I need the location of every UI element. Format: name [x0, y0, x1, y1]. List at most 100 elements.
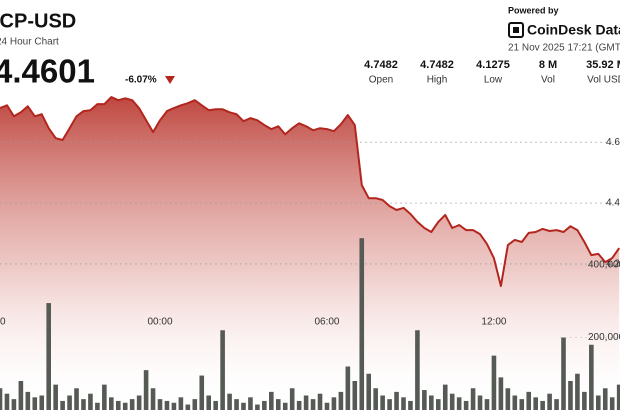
- price-line: [0, 96, 620, 287]
- volume-bar: [269, 391, 274, 410]
- plot-area: 4.20 4.40 4.60 200,000 400,000 18:00 00:00 06:0…: [0, 96, 620, 410]
- stat-value: 8 M: [539, 59, 557, 71]
- volume-bar: [213, 400, 218, 410]
- volume-bar: [415, 330, 420, 410]
- volume-bar: [81, 399, 86, 410]
- volume-bar: [234, 399, 239, 410]
- volume-bar: [185, 404, 191, 410]
- volume-bar: [540, 400, 545, 410]
- volume-bar: [255, 404, 260, 410]
- volume-bar: [512, 395, 518, 410]
- y-tick-label: 4.40: [606, 198, 620, 209]
- volume-bar: [616, 384, 620, 410]
- volume-bar: [122, 402, 128, 410]
- volume-bar: [373, 388, 378, 410]
- volume-bar: [338, 391, 344, 410]
- stat-label: Low: [484, 75, 503, 86]
- stat-label: High: [427, 75, 448, 86]
- volume-bar: [498, 377, 504, 410]
- brand-logo: [508, 22, 524, 38]
- volume-bar: [609, 397, 615, 410]
- volume-bar: [289, 388, 295, 410]
- stat-value: 35.92 M: [586, 59, 620, 71]
- brand: CoinDesk Data: [527, 22, 620, 38]
- y2-tick-label: 200,000: [588, 332, 620, 343]
- volume-bar: [115, 400, 121, 410]
- volume-bar: [95, 402, 100, 410]
- volume-bar: [227, 393, 232, 410]
- volume-bar: [53, 384, 58, 410]
- down-arrow: [165, 76, 175, 84]
- volume-bar: [46, 303, 51, 410]
- volume-bar: [449, 393, 455, 410]
- brand-logo-inner: [513, 27, 519, 33]
- timestamp: 21 Nov 2025 17:21 (GMT): [508, 43, 620, 54]
- x-tick-label: 00:00: [147, 317, 172, 328]
- volume-bar: [547, 393, 552, 410]
- volume-bar: [401, 397, 406, 410]
- volume-bar: [575, 373, 580, 410]
- volume-bar: [241, 402, 246, 410]
- volume-bar: [11, 399, 17, 410]
- volume-bar: [25, 391, 31, 410]
- volume-bar: [595, 395, 601, 410]
- volume-bar: [74, 388, 79, 410]
- volume-bar: [408, 400, 413, 410]
- x-tick-label: 18:00: [0, 317, 6, 328]
- stat-label: Vol: [541, 75, 555, 86]
- volume-bar: [380, 395, 385, 410]
- volume-bar: [150, 388, 156, 410]
- change: -6.07%: [125, 75, 157, 86]
- volume-bar: [470, 388, 476, 410]
- volume-bar: [39, 395, 45, 410]
- volume-bar: [435, 399, 441, 410]
- volume-bar: [60, 400, 65, 410]
- volume-bar: [275, 399, 281, 410]
- volume-bar: [345, 366, 351, 410]
- volume-bar: [429, 395, 434, 410]
- volume-bar: [568, 381, 573, 410]
- volume-bar: [317, 393, 323, 410]
- volume-bar: [102, 384, 107, 410]
- stat-label: Open: [369, 75, 393, 86]
- volume-bar: [171, 402, 177, 410]
- stat-value: 4.7482: [420, 59, 454, 71]
- volume-bar: [331, 397, 337, 410]
- volume-bar: [422, 390, 427, 410]
- volume-bar: [561, 337, 566, 410]
- volume-bar: [157, 399, 163, 410]
- volume-bar: [220, 330, 225, 410]
- volume-bar: [310, 399, 316, 410]
- volume-bar: [505, 388, 511, 410]
- volume-bar: [129, 399, 135, 410]
- volume-bar: [109, 397, 114, 410]
- stats: 4.7482 Open 4.7482 High 4.1275 Low 8 M Vol 35.92…: [364, 59, 620, 86]
- volume-bar: [206, 395, 212, 410]
- volume-bar: [164, 400, 170, 410]
- volume-bar: [477, 395, 483, 410]
- volume-bar: [463, 400, 469, 410]
- volume-bar: [262, 400, 267, 410]
- y-tick-label: 4.60: [606, 137, 620, 148]
- powered-by: Powered by: [508, 5, 559, 15]
- volume-bar: [324, 402, 330, 410]
- symbol: ICP-USD: [0, 10, 76, 32]
- volume-bar: [178, 397, 184, 410]
- y-tick-label: 4.20: [606, 259, 620, 270]
- volume-bar: [526, 391, 532, 410]
- volume-bar: [136, 395, 142, 410]
- volume-bar: [199, 375, 205, 410]
- volume-bar: [366, 373, 372, 410]
- volume-bar: [394, 391, 399, 410]
- volume-bar: [88, 393, 93, 410]
- x-tick-label: 06:00: [314, 317, 339, 328]
- volume-bar: [32, 397, 38, 410]
- volume-bar: [192, 399, 198, 410]
- volume-bar: [248, 397, 253, 410]
- stat-value: 4.7482: [364, 59, 398, 71]
- volume-bar: [4, 393, 10, 410]
- volume-bar: [582, 391, 587, 410]
- price: 4.4601: [0, 53, 95, 90]
